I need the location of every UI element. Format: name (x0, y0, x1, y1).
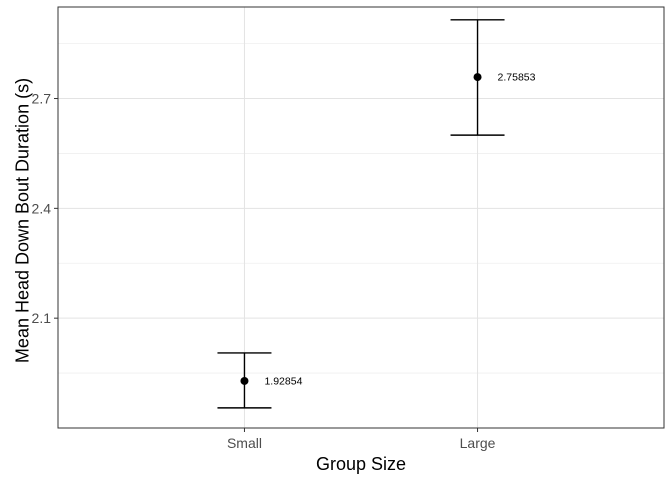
y-axis-ticks: 2.1 2.4 2.7 (32, 91, 58, 326)
y-axis-title: Mean Head Down Bout Duration (s) (12, 78, 32, 363)
panel-border (57, 6, 665, 429)
data-point (240, 376, 249, 385)
data-marks: 1.92854 2.75853 (217, 19, 536, 409)
x-axis-title: Group Size (316, 454, 406, 474)
grid-lines (58, 7, 664, 428)
x-axis-ticks: Small Large (227, 428, 496, 451)
x-tick-label: Large (460, 435, 496, 451)
data-point (473, 73, 482, 82)
y-tick-label: 2.7 (32, 91, 52, 107)
data-label: 2.75853 (498, 72, 536, 84)
data-label: 1.92854 (264, 375, 302, 387)
y-tick-label: 2.1 (32, 310, 52, 326)
x-tick-label: Small (227, 435, 262, 451)
y-tick-label: 2.4 (32, 200, 52, 216)
